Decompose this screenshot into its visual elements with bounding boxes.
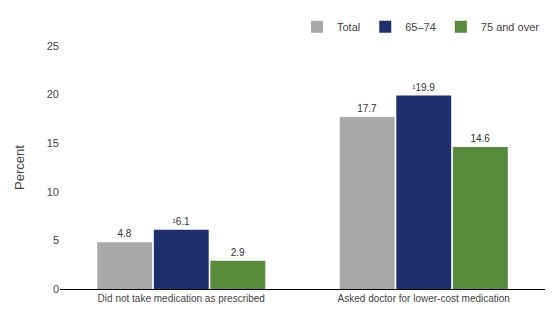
svg-text:5: 5 <box>53 234 59 246</box>
svg-text:¹19.9: ¹19.9 <box>412 82 435 93</box>
svg-text:¹6.1: ¹6.1 <box>172 216 190 227</box>
svg-text:20: 20 <box>47 88 59 100</box>
svg-text:75 and over: 75 and over <box>481 21 539 33</box>
svg-text:Total: Total <box>337 21 360 33</box>
svg-text:65–74: 65–74 <box>405 21 436 33</box>
svg-text:2.9: 2.9 <box>231 247 245 258</box>
svg-text:17.7: 17.7 <box>357 103 377 114</box>
svg-text:4.8: 4.8 <box>117 228 131 239</box>
svg-text:Percent: Percent <box>12 145 27 190</box>
svg-text:25: 25 <box>47 40 59 52</box>
svg-text:0: 0 <box>53 283 59 295</box>
svg-text:Asked doctor for lower-cost me: Asked doctor for lower-cost medication <box>338 293 510 304</box>
svg-text:10: 10 <box>47 186 59 198</box>
svg-text:15: 15 <box>47 137 59 149</box>
svg-text:14.6: 14.6 <box>470 133 490 144</box>
svg-text:Did not take medication as pre: Did not take medication as prescribed <box>98 293 265 304</box>
